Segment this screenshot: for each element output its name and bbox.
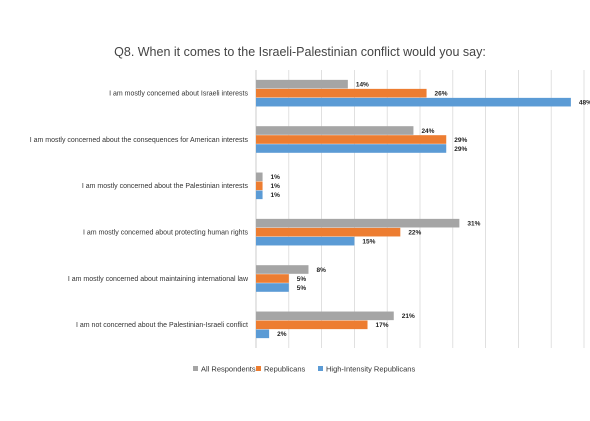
legend-swatch (256, 366, 261, 371)
legend-swatch (193, 366, 198, 371)
bar (256, 283, 289, 292)
legend-label: High-Intensity Republicans (326, 365, 415, 374)
legend-label: Republicans (264, 365, 306, 374)
data-label: 5% (297, 285, 307, 292)
bar (256, 274, 289, 283)
bar (256, 144, 447, 153)
category-label: I am mostly concerned about the conseque… (30, 137, 249, 144)
category-label: I am mostly concerned about maintaining … (68, 276, 249, 283)
data-label: 29% (454, 137, 467, 144)
bar (256, 79, 348, 89)
bar (256, 97, 571, 107)
category-label: I am mostly concerned about protecting h… (83, 230, 248, 237)
bar (256, 172, 263, 182)
bar (256, 236, 355, 246)
data-label: 26% (435, 90, 448, 97)
data-label: 31% (467, 220, 480, 227)
data-label: 14% (356, 81, 369, 88)
data-label: 22% (408, 229, 421, 236)
data-label: 48% (579, 99, 590, 106)
data-label: 24% (421, 128, 434, 135)
bar (256, 265, 309, 274)
data-label: 8% (316, 267, 326, 274)
bar (256, 320, 368, 330)
data-label: 1% (271, 192, 281, 199)
data-label: 29% (454, 146, 467, 153)
category-label: I am not concerned about the Palestinian… (76, 322, 248, 329)
data-label: 5% (297, 276, 307, 283)
bar (256, 190, 263, 200)
bar (256, 88, 427, 98)
bar (256, 135, 447, 144)
legend-swatch (318, 366, 323, 371)
bar (256, 311, 394, 321)
chart-title: Q8. When it comes to the Israeli-Palesti… (114, 45, 486, 59)
data-label: 17% (376, 322, 389, 329)
data-label: 1% (271, 174, 281, 181)
category-labels: I am mostly concerned about Israeli inte… (30, 91, 249, 330)
gridlines (255, 70, 585, 348)
legend-label: All Respondents (201, 365, 256, 374)
category-label: I am mostly concerned about Israeli inte… (109, 91, 248, 98)
bar (256, 329, 270, 339)
data-label: 15% (362, 238, 375, 245)
data-label: 1% (271, 183, 281, 190)
bar (256, 181, 263, 191)
legend: All Respondents Republicans High-Intensity… (193, 365, 415, 374)
bars: 14% 26% 48% 24% 29% 29% 1% 1% 1% 31% 22% 15% 8% 5% 5% 2… (256, 79, 590, 339)
data-label: 2% (277, 331, 287, 338)
bar (256, 218, 460, 228)
category-label: I am mostly concerned about the Palestin… (82, 183, 249, 190)
bar (256, 227, 401, 237)
data-label: 21% (402, 313, 415, 320)
bar (256, 126, 414, 135)
